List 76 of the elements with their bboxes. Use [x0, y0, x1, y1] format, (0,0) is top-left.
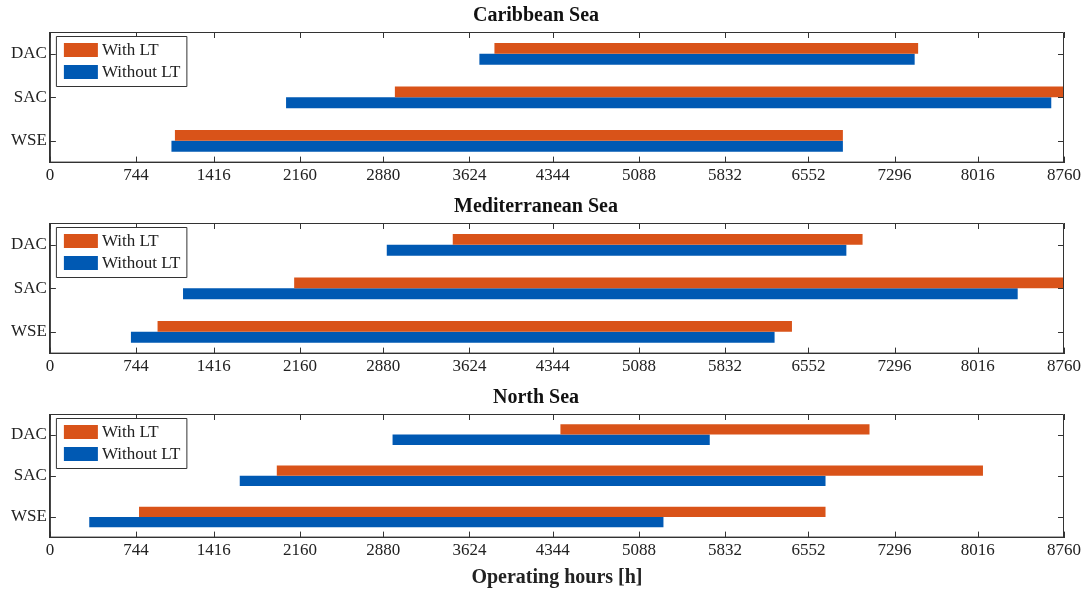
legend-label: Without LT: [101, 253, 181, 273]
x-tick-label: 5088: [621, 540, 656, 560]
x-tick-label: 5088: [621, 165, 656, 185]
x-tick-label: 4344: [535, 165, 571, 185]
x-tick-label: 2160: [282, 356, 317, 376]
bar: [239, 475, 826, 487]
bar: [494, 42, 919, 54]
x-tick-label: 0: [45, 356, 55, 376]
bar: [139, 506, 826, 517]
bar: [174, 129, 843, 141]
legend-label: Without LT: [101, 444, 181, 464]
legend-label: With LT: [101, 231, 160, 251]
x-tick-label: 1416: [196, 540, 231, 560]
bar: [89, 517, 664, 528]
y-tick-label: DAC: [10, 43, 47, 63]
x-tick-label: 2160: [282, 540, 317, 560]
x-tick-label: 1416: [196, 165, 231, 185]
x-tick-label: 2880: [366, 165, 401, 185]
y-tick-label: SAC: [13, 277, 47, 297]
x-tick-label: 744: [123, 540, 150, 560]
y-tick-label: WSE: [11, 506, 47, 526]
legend-label: Without LT: [101, 62, 181, 82]
x-tick-label: 8760: [1047, 356, 1081, 376]
chart-title: North Sea: [492, 385, 580, 408]
x-tick-label: 3624: [452, 165, 487, 185]
x-tick-label: 1416: [196, 356, 231, 376]
chart-title: Caribbean Sea: [472, 3, 600, 26]
x-tick-label: 5832: [708, 540, 743, 560]
bar: [171, 140, 843, 152]
x-tick-label: 8760: [1047, 540, 1081, 560]
bar: [394, 86, 1064, 98]
x-tick-label: 2160: [282, 165, 317, 185]
y-tick-label: SAC: [13, 86, 47, 106]
y-tick-label: WSE: [11, 130, 47, 150]
chart-title: Mediterranean Sea: [454, 194, 618, 217]
bar: [560, 424, 870, 435]
bar: [452, 233, 863, 245]
x-tick-label: 5832: [708, 356, 743, 376]
bar: [479, 53, 915, 65]
x-tick-label: 744: [123, 165, 150, 185]
x-tick-label: 4344: [535, 356, 571, 376]
bar: [130, 331, 775, 343]
x-tick-label: 6552: [791, 356, 826, 376]
bar: [392, 434, 710, 445]
x-tick-label: 0: [45, 165, 55, 185]
legend-label: With LT: [101, 422, 160, 442]
legend-label: With LT: [101, 40, 160, 60]
bar: [286, 97, 1052, 109]
y-tick-label: DAC: [10, 234, 47, 254]
x-tick-label: 2880: [366, 540, 401, 560]
y-tick-label: WSE: [11, 321, 47, 341]
bar: [157, 320, 792, 332]
bar: [294, 277, 1064, 289]
x-tick-label: 8016: [960, 356, 995, 376]
y-tick-label: SAC: [13, 465, 47, 485]
x-tick-label: 5088: [621, 356, 656, 376]
x-tick-label: 6552: [791, 165, 826, 185]
x-tick-label: 744: [123, 356, 150, 376]
bar: [386, 244, 847, 256]
x-axis-title: Operating hours [h]: [471, 565, 643, 589]
x-tick-label: 3624: [452, 540, 487, 560]
bar: [183, 288, 1018, 300]
x-tick-label: 2880: [366, 356, 401, 376]
x-tick-label: 8016: [960, 540, 995, 560]
x-tick-label: 0: [45, 540, 55, 560]
x-tick-label: 5832: [708, 165, 743, 185]
x-tick-label: 8760: [1047, 165, 1081, 185]
x-tick-label: 7296: [877, 540, 912, 560]
bar: [276, 465, 983, 476]
x-tick-label: 4344: [535, 540, 571, 560]
x-tick-label: 6552: [791, 540, 826, 560]
x-tick-label: 8016: [960, 165, 995, 185]
x-tick-label: 7296: [877, 356, 912, 376]
x-tick-label: 3624: [452, 356, 487, 376]
y-tick-label: DAC: [10, 424, 47, 444]
x-tick-label: 7296: [877, 165, 912, 185]
